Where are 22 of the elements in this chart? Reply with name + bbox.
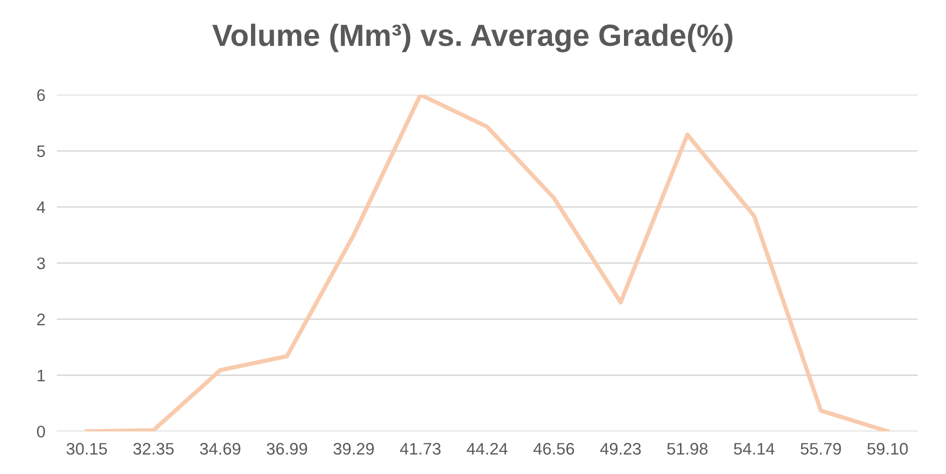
- x-tick-label: 54.14: [734, 443, 774, 455]
- chart-title: Volume (Mm³) vs. Average Grade(%): [212, 24, 732, 52]
- y-tick-label: 1: [38, 370, 45, 382]
- y-tick-label: 5: [37, 145, 45, 158]
- x-tick-label: 30.15: [66, 442, 107, 455]
- x-tick-label: 41.73: [400, 442, 441, 455]
- line-series: [84, 94, 890, 432]
- x-tick-label: 46.56: [533, 442, 574, 455]
- y-tick-label: 0: [37, 426, 45, 438]
- x-tick-label: 32.35: [133, 442, 174, 455]
- x-tick-label: 59.10: [867, 442, 908, 455]
- y-tick-label: 6: [37, 89, 45, 102]
- y-tick-label: 4: [36, 202, 46, 214]
- x-tick-label: 51.98: [667, 442, 708, 455]
- x-tick-label: 36.99: [266, 442, 308, 455]
- x-tick-label: 39.29: [334, 442, 374, 455]
- y-tick-label: 2: [37, 314, 45, 326]
- x-tick-label: 34.69: [200, 442, 240, 455]
- x-tick-label: 55.79: [800, 442, 841, 455]
- x-tick-label: 44.24: [466, 442, 508, 455]
- y-tick-label: 3: [37, 257, 45, 270]
- x-tick-label: 49.23: [600, 442, 641, 455]
